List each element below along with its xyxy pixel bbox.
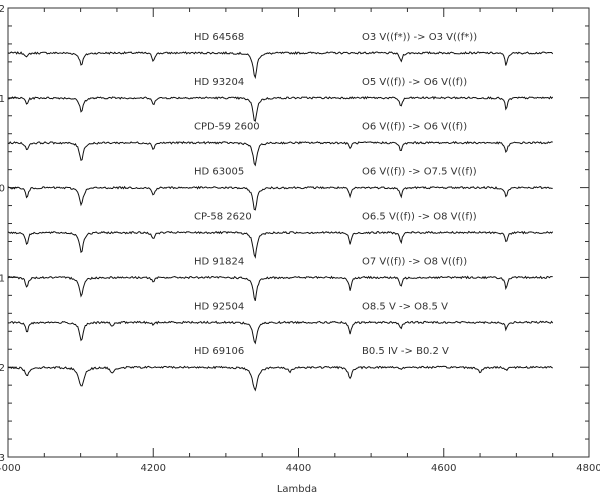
spectrum-line	[7, 95, 554, 122]
classification-label: O6 V((f)) -> O7.5 V((f))	[362, 167, 477, 178]
star-name-label: CPD-59 2600	[194, 122, 260, 133]
star-name-label: HD 64568	[194, 32, 244, 43]
y-tick-label: -1	[0, 273, 5, 284]
star-name-label: HD 69106	[194, 346, 244, 357]
star-name-label: CP-58 2620	[194, 212, 252, 223]
series-group	[7, 51, 554, 392]
x-tick-label: 4200	[141, 463, 166, 474]
classification-label: O6 V((f)) -> O6 V((f))	[362, 122, 467, 133]
spectrum-line	[7, 185, 553, 211]
star-name-label: HD 93204	[194, 77, 244, 88]
spectrum-line	[7, 275, 553, 301]
classification-label: O5 V((f)) -> O6 V((f))	[362, 77, 467, 88]
spectrum-line	[7, 51, 554, 80]
axis-ticks: 4000 4200 4400 4600 4800 2 1 0 -1 -2 -3	[0, 4, 600, 474]
y-tick-label: -2	[0, 363, 5, 374]
classification-label: O3 V((f*)) -> O3 V((f*))	[362, 32, 477, 43]
x-tick-label: 4400	[286, 463, 311, 474]
star-name-label: HD 92504	[194, 301, 244, 312]
classification-label: O7 V((f)) -> O8 V((f))	[362, 256, 467, 267]
x-tick-label: 4000	[0, 463, 21, 474]
y-tick-label: 0	[0, 184, 5, 195]
y-tick-label: -3	[0, 453, 5, 464]
classification-label: O8.5 V -> O8.5 V	[362, 301, 448, 312]
y-tick-label: 2	[0, 4, 5, 15]
classification-label: O6.5 V((f)) -> O8 V((f))	[362, 212, 477, 223]
star-name-label: HD 63005	[194, 167, 244, 178]
spectrum-line	[7, 365, 553, 392]
star-name-label: HD 91824	[194, 256, 244, 267]
spectrum-line	[7, 230, 554, 259]
spectrum-line	[7, 320, 554, 345]
x-axis-title: Lambda	[277, 484, 317, 495]
classification-label: B0.5 IV -> B0.2 V	[362, 346, 449, 357]
series-labels: HD 64568 O3 V((f*)) -> O3 V((f*)) HD 93204…	[194, 32, 477, 357]
spectrum-line	[7, 140, 553, 167]
x-tick-label: 4800	[576, 463, 600, 474]
x-tick-label: 4600	[431, 463, 456, 474]
y-tick-label: 1	[0, 94, 5, 105]
